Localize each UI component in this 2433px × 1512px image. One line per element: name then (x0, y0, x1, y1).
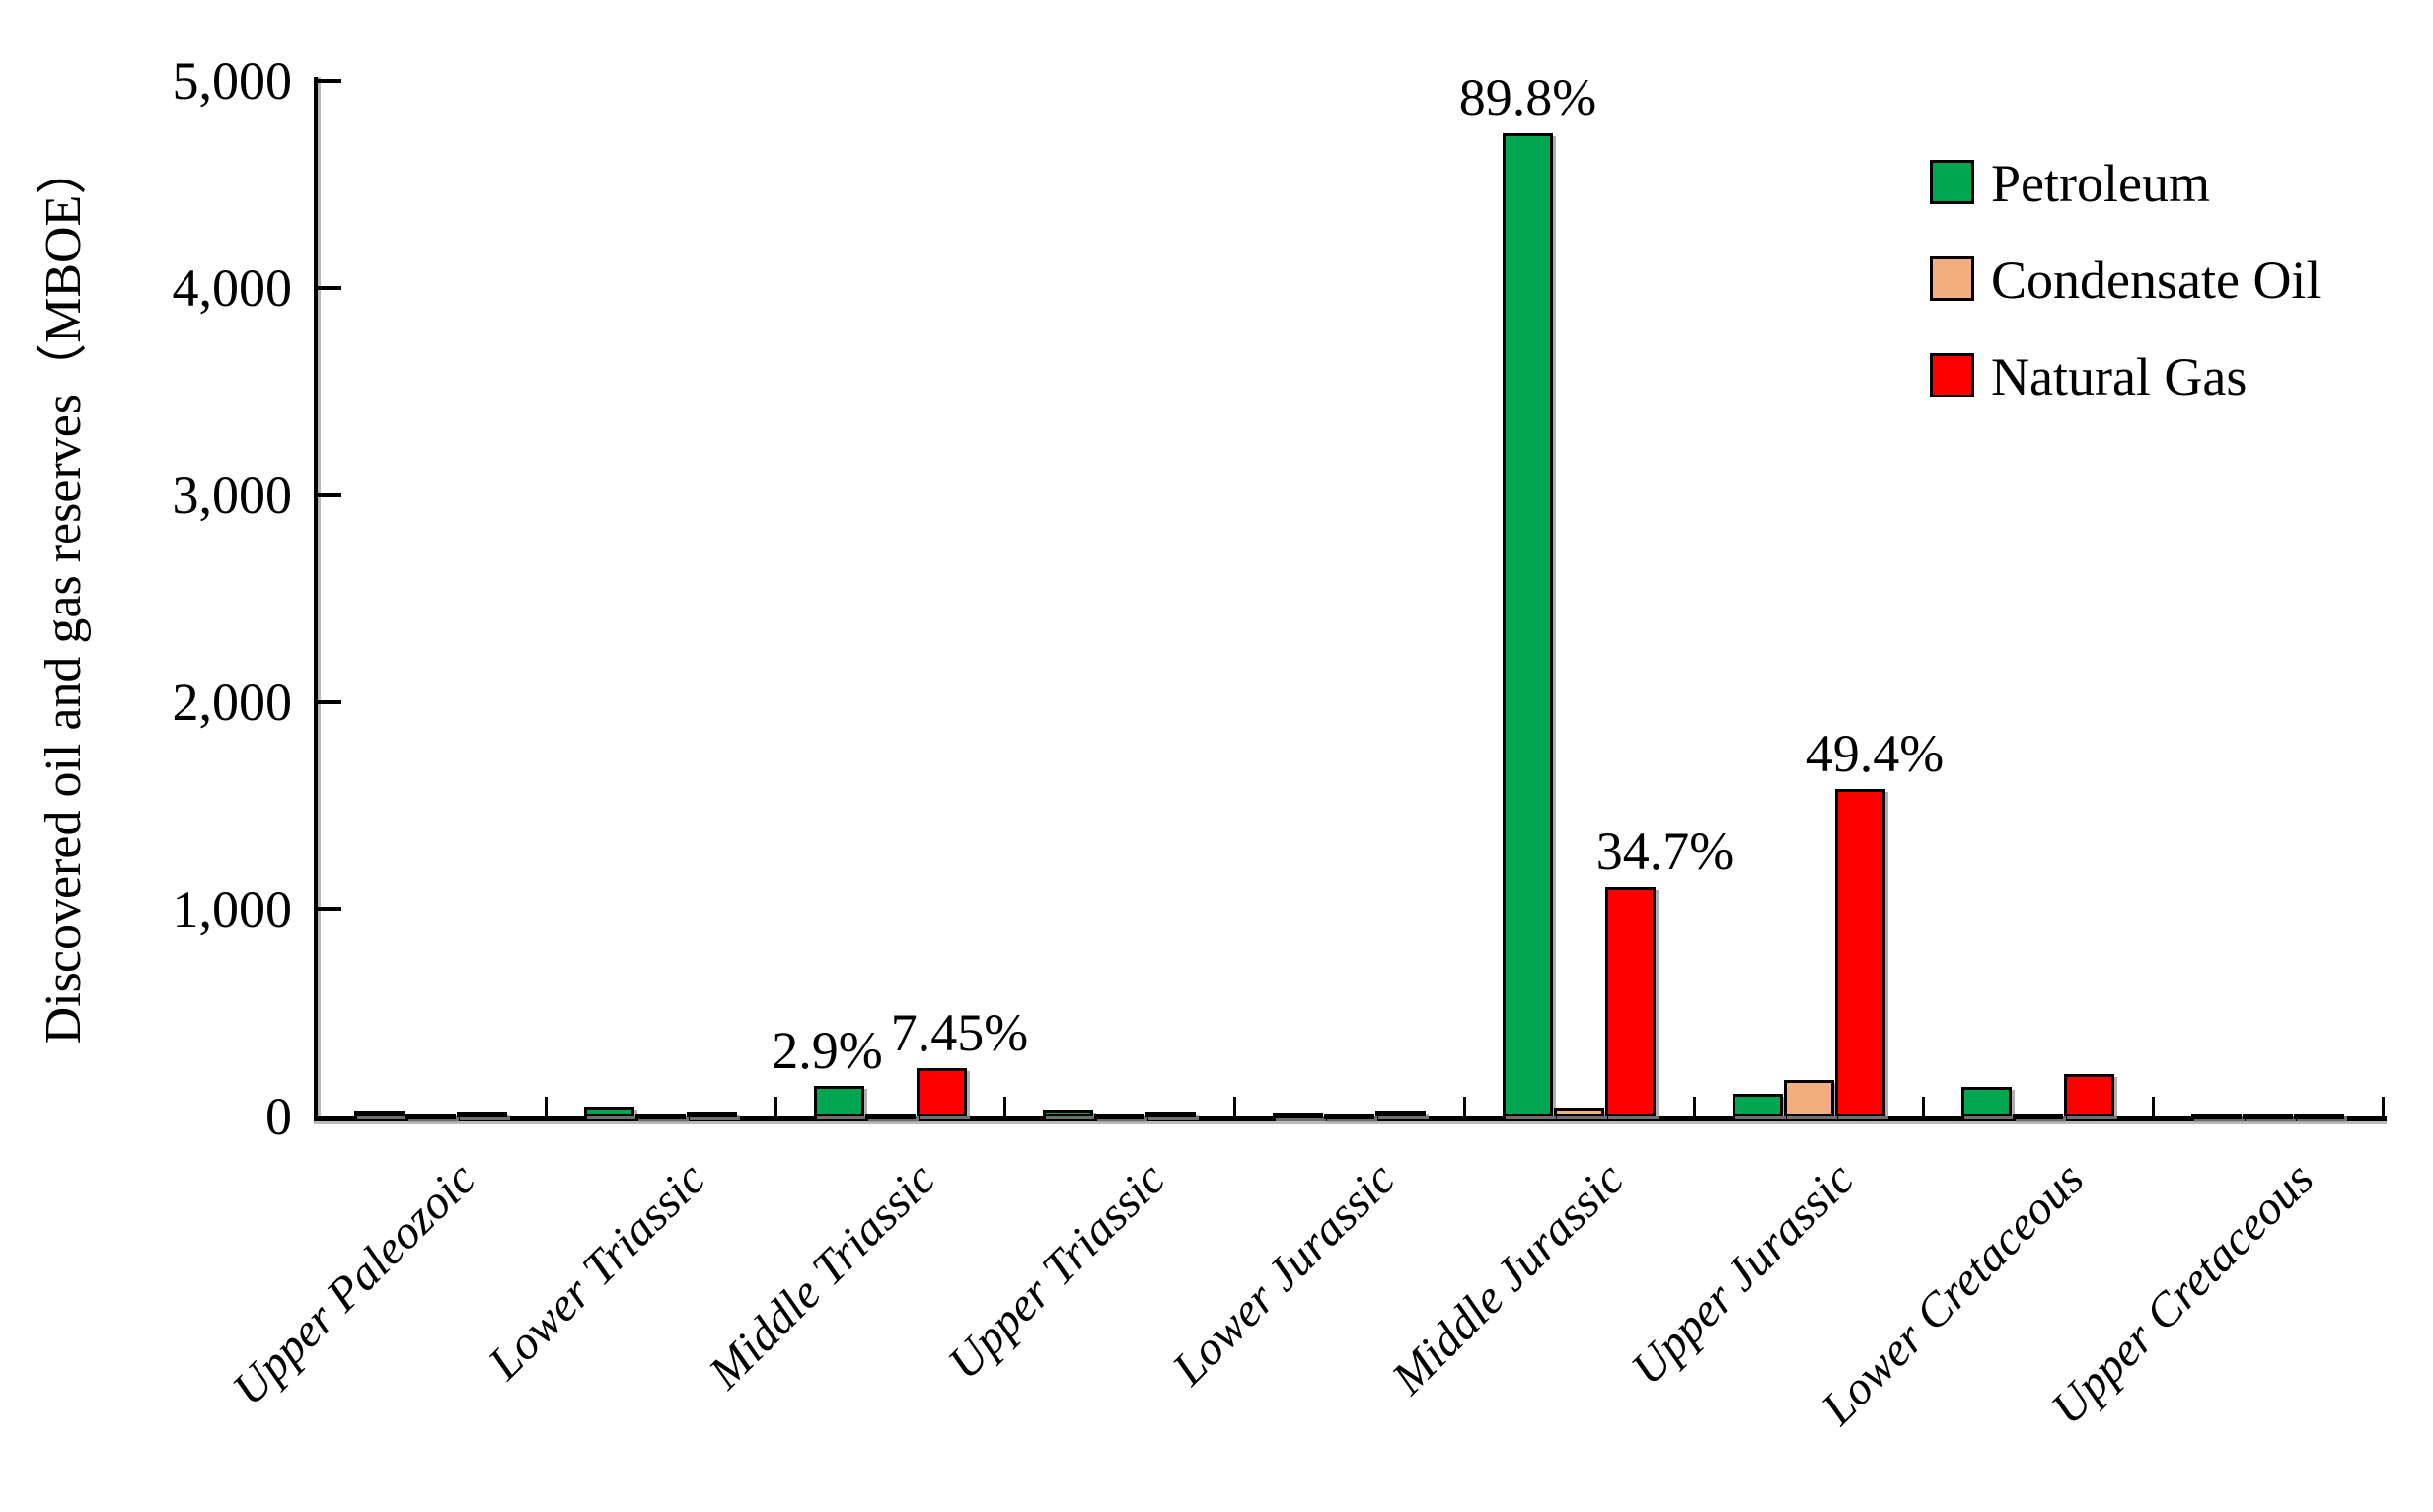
bar-petroleum-lower-triassic (584, 1106, 634, 1116)
y-tick-mark (318, 79, 341, 83)
y-tick-mark (318, 286, 341, 290)
y-tick-mark (318, 907, 341, 911)
bar-natural-gas-upper-paleozoic (457, 1111, 507, 1117)
legend-label-petroleum: Petroleum (1991, 154, 2210, 213)
y-axis-title: Discovered oil and gas reserves（MBOE） (36, 143, 92, 1044)
bar-petroleum-middle-triassic (814, 1085, 864, 1116)
bar-natural-gas-middle-triassic (917, 1067, 967, 1116)
bar-condensate-oil-middle-triassic (865, 1113, 916, 1119)
x-tick-mark (2152, 1097, 2155, 1116)
x-tick-mark (1233, 1097, 1236, 1116)
y-axis-line (314, 77, 318, 1121)
x-tick-mark (774, 1097, 777, 1116)
y-tick-label: 2,000 (172, 673, 293, 732)
bar-condensate-oil-upper-cretaceous (2243, 1114, 2293, 1119)
annotation-2-9-: 2.9% (772, 1020, 883, 1080)
annotation-34-7-: 34.7% (1595, 821, 1734, 881)
bar-natural-gas-upper-jurassic (1835, 789, 1885, 1116)
bar-natural-gas-middle-jurassic (1605, 886, 1656, 1116)
annotation-49-4-: 49.4% (1806, 724, 1945, 784)
annotation-7-45-: 7.45% (890, 1002, 1029, 1062)
bar-natural-gas-upper-triassic (1145, 1111, 1196, 1117)
legend-swatch-condensate-oil (1930, 256, 1974, 301)
bar-condensate-oil-middle-jurassic (1554, 1107, 1604, 1116)
y-tick-mark (318, 700, 341, 704)
y-tick-label: 4,000 (172, 258, 293, 318)
annotation-89-8-: 89.8% (1458, 67, 1597, 127)
x-tick-mark (2382, 1097, 2385, 1116)
bar-petroleum-upper-jurassic (1733, 1093, 1783, 1116)
bar-petroleum-upper-triassic (1043, 1109, 1093, 1116)
bar-natural-gas-upper-cretaceous (2294, 1114, 2344, 1119)
bar-natural-gas-lower-triassic (687, 1111, 737, 1117)
y-tick-mark (318, 493, 341, 497)
bar-natural-gas-lower-jurassic (1375, 1110, 1426, 1116)
bar-condensate-oil-lower-jurassic (1324, 1114, 1374, 1119)
x-tick-mark (1693, 1097, 1696, 1116)
legend-swatch-petroleum (1930, 160, 1974, 204)
bar-petroleum-lower-cretaceous (1961, 1086, 2012, 1116)
x-tick-mark (1003, 1097, 1006, 1116)
bar-condensate-oil-lower-cretaceous (2013, 1114, 2063, 1119)
bar-condensate-oil-upper-paleozoic (406, 1114, 456, 1119)
bar-petroleum-middle-jurassic (1503, 132, 1553, 1116)
y-tick-label: 3,000 (172, 466, 293, 525)
bar-condensate-oil-upper-triassic (1094, 1114, 1144, 1119)
bar-petroleum-upper-cretaceous (2191, 1114, 2242, 1119)
y-tick-label: 1,000 (172, 880, 293, 939)
legend-label-natural-gas: Natural Gas (1991, 347, 2248, 406)
bar-condensate-oil-lower-triassic (635, 1114, 686, 1119)
y-tick-label: 5,000 (172, 51, 293, 110)
legend-label-condensate-oil: Condensate Oil (1991, 251, 2322, 310)
x-tick-mark (545, 1097, 548, 1116)
bar-condensate-oil-upper-jurassic (1784, 1080, 1834, 1116)
x-tick-mark (1463, 1097, 1466, 1116)
bar-petroleum-lower-jurassic (1273, 1112, 1323, 1118)
bar-natural-gas-lower-cretaceous (2064, 1073, 2114, 1116)
y-tick-label: 0 (265, 1087, 292, 1146)
x-tick-mark (1922, 1097, 1925, 1116)
legend-swatch-natural-gas (1930, 353, 1974, 397)
bar-petroleum-upper-paleozoic (354, 1110, 405, 1116)
